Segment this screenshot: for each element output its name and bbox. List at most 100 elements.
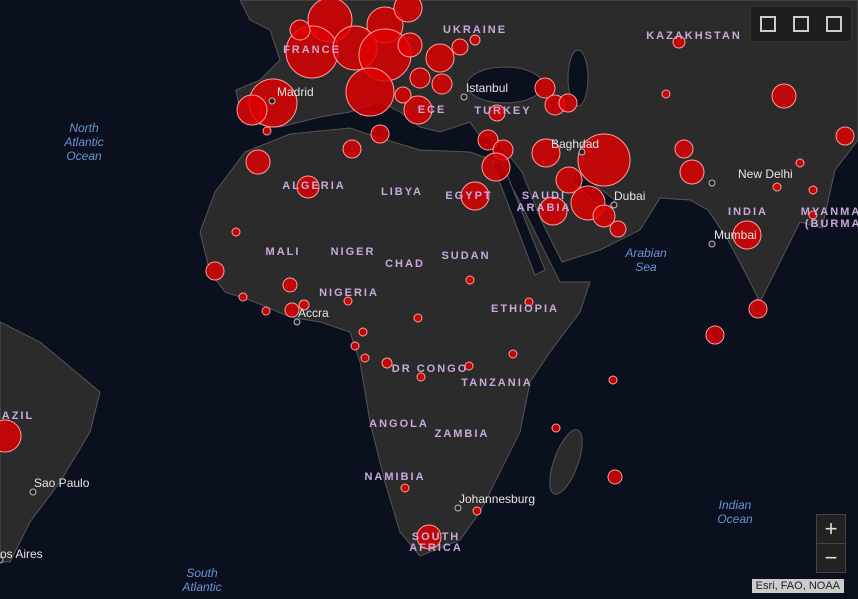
case-circle <box>289 19 311 41</box>
city-label: Baghdad <box>551 137 599 151</box>
case-circle <box>488 104 506 122</box>
case-circle <box>296 175 320 199</box>
zoom-control: + − <box>816 514 846 573</box>
case-circle <box>661 89 671 99</box>
city-dot <box>293 318 301 326</box>
case-circle <box>416 524 442 550</box>
case-circle <box>672 35 686 49</box>
city-dot <box>578 148 586 156</box>
case-circle <box>403 95 433 125</box>
country-label: TANZANIA <box>461 377 532 389</box>
case-circle <box>538 196 568 226</box>
case-circle <box>481 152 511 182</box>
city-dot <box>454 504 462 512</box>
caspian-sea <box>567 49 589 107</box>
case-circle <box>451 38 469 56</box>
zoom-in[interactable]: + <box>824 516 838 541</box>
case-circle <box>465 275 475 285</box>
case-circle <box>425 43 455 73</box>
city-label: Istanbul <box>466 81 508 95</box>
case-circle <box>748 299 768 319</box>
city-dot <box>29 488 37 496</box>
case-circle <box>381 357 393 369</box>
case-circle <box>409 67 431 89</box>
country-label: ALGERIA <box>282 180 346 192</box>
case-circle <box>608 375 618 385</box>
city-label: Mumbai <box>714 228 757 242</box>
case-circle <box>555 166 583 194</box>
case-circle <box>370 124 390 144</box>
case-circle <box>236 94 268 126</box>
case-circle <box>732 220 762 250</box>
country-label: TURKEY <box>474 105 531 117</box>
country-label: UKRAINE <box>443 24 507 36</box>
case-circle <box>551 423 561 433</box>
attribution: Esri, FAO, NOAA <box>751 579 844 593</box>
ocean-label: Arabian <box>624 246 667 260</box>
case-circle <box>795 158 805 168</box>
case-circle <box>360 353 370 363</box>
case-circle <box>808 185 818 195</box>
madagascar <box>549 429 583 495</box>
country-label: ARABIA <box>517 202 572 214</box>
case-circle <box>508 349 518 359</box>
case-circle <box>343 296 353 306</box>
case-circle <box>350 341 360 351</box>
case-circle <box>771 83 797 109</box>
case-circle <box>835 126 855 146</box>
case-circle <box>477 129 499 151</box>
ocean-label: Sea <box>635 260 657 274</box>
case-circle <box>469 34 481 46</box>
case-circle <box>261 306 271 316</box>
case-circle <box>531 138 561 168</box>
country-label: SUDAN <box>441 250 490 262</box>
ocean-label: Indian <box>719 498 752 512</box>
ocean-label: Ocean <box>66 149 102 163</box>
case-circle <box>205 261 225 281</box>
basemap-button[interactable] <box>826 16 843 32</box>
country-label: SOUTH <box>412 531 461 543</box>
case-circle <box>298 299 310 311</box>
case-circle <box>679 159 705 185</box>
legend-button[interactable] <box>792 16 809 32</box>
case-circle <box>592 204 616 228</box>
country-label: ANGOLA <box>369 418 429 430</box>
city-dot <box>708 179 716 187</box>
city-dot <box>268 97 276 105</box>
country-label: FRANCE <box>283 44 341 56</box>
country-label: ETHIOPIA <box>491 303 559 315</box>
case-circle <box>0 419 22 453</box>
case-circle <box>705 325 725 345</box>
case-circle <box>431 73 453 95</box>
toolbar <box>750 6 852 42</box>
case-circle <box>262 126 272 136</box>
case-circle <box>245 149 271 175</box>
country-label: DR CONGO <box>392 363 469 375</box>
zoom-out[interactable]: − <box>817 543 845 572</box>
case-circle <box>472 506 482 516</box>
country-label: SAUDI <box>522 190 566 202</box>
ocean-label: Atlantic <box>181 580 221 594</box>
case-circle <box>607 469 623 485</box>
case-circle <box>772 182 782 192</box>
case-circle <box>231 227 241 237</box>
city-label: Accra <box>298 306 329 320</box>
case-circle <box>358 327 368 337</box>
city-label: Dubai <box>614 189 645 203</box>
country-label: ECE <box>418 104 447 116</box>
country-label: ZAMBIA <box>435 428 490 440</box>
ocean-label: Atlantic <box>63 135 103 149</box>
case-circle <box>558 93 578 113</box>
city-dot <box>0 556 4 564</box>
city-label: Sao Paulo <box>34 476 90 490</box>
case-circle <box>808 210 818 220</box>
case-circle <box>345 67 395 117</box>
ocean-label: South <box>186 566 218 580</box>
case-circle <box>394 86 412 104</box>
city-label: os Aires <box>0 547 43 561</box>
case-circle <box>393 0 423 23</box>
ocean-label: Ocean <box>717 512 753 526</box>
bookmark-button[interactable] <box>759 16 776 32</box>
city-dot <box>460 93 468 101</box>
